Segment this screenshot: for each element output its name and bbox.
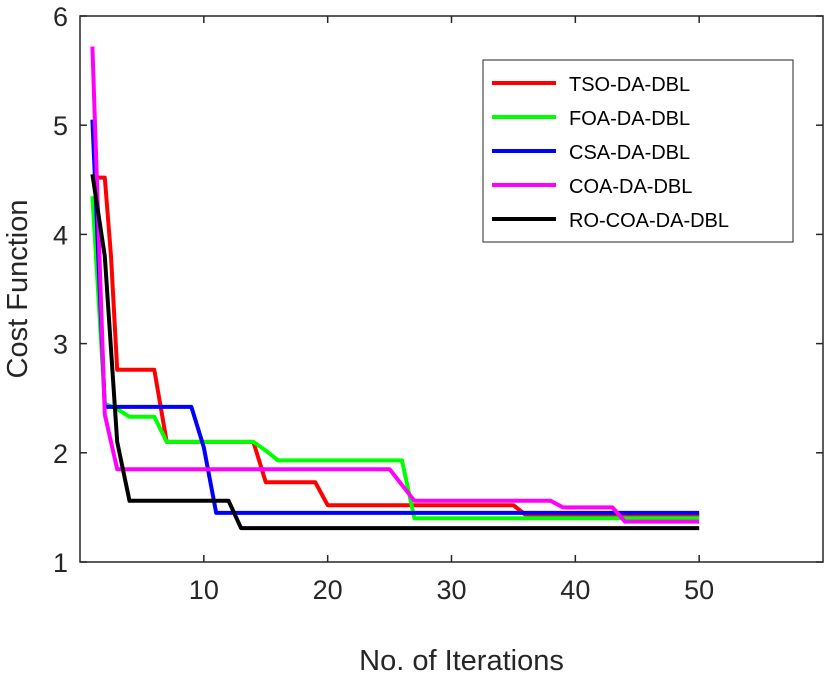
y-tick-label: 5	[53, 111, 68, 141]
y-axis: 1 2 3 4 5 6	[53, 2, 823, 578]
legend-label: CSA-DA-DBL	[569, 142, 690, 164]
y-tick-label: 4	[53, 220, 68, 250]
series-line-ro-coa-da-dbl	[90, 174, 700, 531]
x-tick-label: 20	[313, 575, 343, 605]
x-tick-label: 30	[436, 575, 466, 605]
x-axis: 10 20 30 40 50	[189, 16, 714, 605]
y-axis-label: Cost Function	[2, 200, 34, 379]
x-axis-label: No. of Iterations	[359, 645, 564, 674]
legend-label: COA-DA-DBL	[569, 176, 692, 198]
x-tick-label: 10	[189, 575, 219, 605]
y-tick-label: 1	[53, 548, 68, 578]
series-line-coa-da-dbl	[90, 46, 700, 524]
y-tick-label: 3	[53, 330, 68, 360]
legend: TSO-DA-DBL FOA-DA-DBL CSA-DA-DBL COA-DA-DBL…	[482, 59, 794, 243]
legend-label: RO-COA-DA-DBL	[569, 210, 729, 232]
series-layer	[90, 46, 700, 531]
x-tick-label: 50	[684, 575, 714, 605]
legend-label: TSO-DA-DBL	[569, 74, 690, 96]
legend-label: FOA-DA-DBL	[569, 108, 690, 130]
x-tick-label: 40	[560, 575, 590, 605]
y-tick-label: 6	[53, 2, 68, 32]
y-tick-label: 2	[53, 439, 68, 469]
